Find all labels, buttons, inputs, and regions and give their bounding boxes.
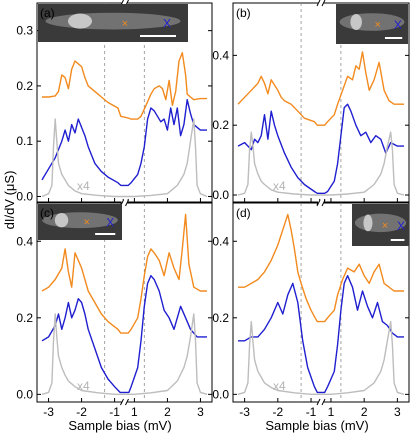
panel-label: (a) <box>40 6 55 20</box>
panel-d: 0.00.20.4-3 -2 -1 1 2 3x4× X(d) <box>212 199 410 419</box>
series-orange <box>41 213 207 334</box>
y-tick-label: 0.4 <box>212 234 229 248</box>
series-orange <box>238 213 404 323</box>
x-tick-label: 2 <box>164 405 171 419</box>
inset-marker-orange: × <box>84 217 90 229</box>
x-axis-label-right: Sample bias (mV) <box>265 418 368 433</box>
y-tick-label: 0.2 <box>212 118 229 132</box>
axis-break-gap <box>318 200 324 206</box>
x-tick-label: 1 <box>131 405 138 419</box>
y-axis-label: dI/dV (μS) <box>2 171 17 230</box>
inset-chain <box>45 12 181 30</box>
x-tick-label: 3 <box>394 405 401 419</box>
panel-a: 0.00.10.20.3x4× X(a) <box>16 0 213 206</box>
inset-marker-blue: X <box>106 215 114 229</box>
axis-break-mark <box>321 0 326 7</box>
inset-marker-orange: × <box>382 220 388 232</box>
x-tick-label: 1 <box>328 405 335 419</box>
inset-marker-blue: X <box>394 18 402 32</box>
inset-marker-orange: × <box>122 18 128 30</box>
inset-bright-spot <box>350 14 362 30</box>
panel-label: (b) <box>236 6 251 20</box>
series-orange <box>42 52 207 120</box>
series-gray <box>237 320 405 395</box>
axis-break-gap <box>121 0 128 6</box>
y-tick-label: 0.3 <box>16 24 33 38</box>
axis-break-mark <box>316 398 321 406</box>
inset-marker-blue: X <box>397 219 405 233</box>
inset-marker-blue: X <box>163 17 171 31</box>
y-tick-label: 0.1 <box>16 134 33 148</box>
y-tick-label: 0.2 <box>16 311 33 325</box>
panel-label: (d) <box>236 206 251 220</box>
x-tick-label: 2 <box>361 405 368 419</box>
y-tick-label: 0.4 <box>16 234 33 248</box>
axis-break-gap <box>121 200 128 206</box>
stm-inset-image: × X <box>38 4 188 42</box>
inset-marker-orange: × <box>375 19 381 31</box>
x4-scale-label: x4 <box>77 379 90 393</box>
panels-group: 0.00.10.20.3x4× X(a)0.00.20.4x4× X(b)0.00.… <box>16 0 410 419</box>
stm-inset-image: × X <box>38 204 122 240</box>
y-tick-label: 0.2 <box>16 79 33 93</box>
x-tick-label: -3 <box>43 405 54 419</box>
axis-break-gap <box>318 0 324 6</box>
x4-scale-label: x4 <box>273 379 286 393</box>
y-tick-label: 0.0 <box>212 188 229 202</box>
series-gray <box>41 313 208 395</box>
x-tick-label: 3 <box>197 405 204 419</box>
axis-break-mark <box>125 199 129 207</box>
axis-break-mark <box>321 199 326 207</box>
x4-scale-label: x4 <box>273 179 286 193</box>
series-orange <box>237 51 404 126</box>
stm-inset-image: × X <box>352 204 409 246</box>
x-tick-label: -1 <box>306 405 317 419</box>
x-tick-label: -1 <box>109 405 120 419</box>
y-tick-label: 0.2 <box>212 311 229 325</box>
axis-break-mark <box>125 398 129 406</box>
x-tick-label: -2 <box>272 405 283 419</box>
axis-break-mark <box>321 398 326 406</box>
axis-break-mark <box>120 398 124 406</box>
y-tick-label: 0.0 <box>16 387 33 401</box>
panel-b: 0.00.20.4x4× X(b) <box>212 0 410 206</box>
x-tick-label: -3 <box>239 405 250 419</box>
y-tick-label: 0.0 <box>212 387 229 401</box>
series-gray <box>41 118 208 198</box>
inset-bright-spot <box>68 13 92 29</box>
series-blue <box>238 275 404 394</box>
stm-inset-image: × X <box>336 4 408 44</box>
x4-scale-label: x4 <box>77 179 90 193</box>
axis-break-gap <box>121 399 128 405</box>
inset-bright-spot <box>54 213 69 228</box>
x-axis-label-left: Sample bias (mV) <box>68 418 171 433</box>
inset-bright-spot <box>363 214 373 232</box>
axis-break-gap <box>318 399 324 405</box>
axis-break-mark <box>316 0 321 7</box>
series-gray <box>237 131 405 196</box>
y-tick-label: 0.4 <box>212 48 229 62</box>
panel-c: 0.00.20.4-3 -2 -1 1 2 3x4× X(c) <box>16 199 213 419</box>
panel-label: (c) <box>40 206 54 220</box>
y-tick-label: 0.0 <box>16 189 33 203</box>
axis-break-mark <box>316 199 321 207</box>
x-tick-label: -2 <box>76 405 87 419</box>
series-blue <box>41 98 207 187</box>
series-blue <box>237 103 404 195</box>
series-blue <box>41 275 207 394</box>
